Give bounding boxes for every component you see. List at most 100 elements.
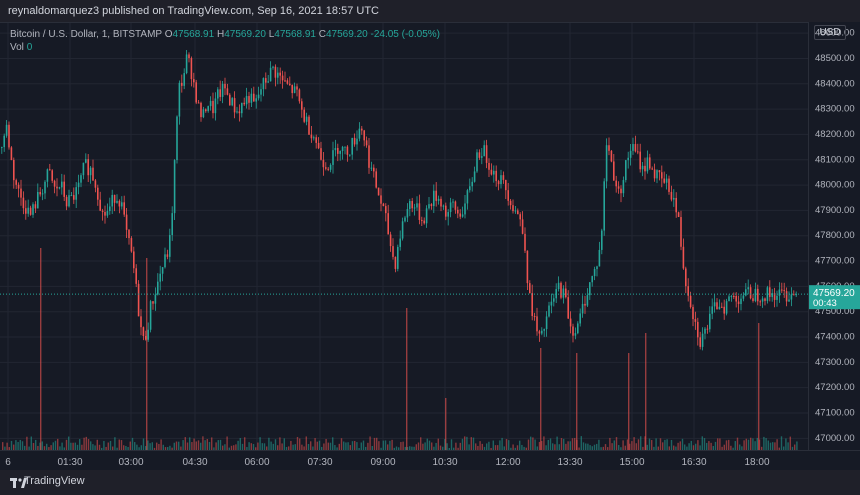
volume-bar bbox=[589, 445, 591, 451]
volume-bar bbox=[87, 439, 90, 451]
candle-body bbox=[176, 116, 178, 161]
volume-bar bbox=[290, 440, 292, 451]
volume-bar bbox=[442, 446, 444, 451]
time-scale[interactable]: 6 01:30 03:00 04:30 06:00 07:30 09:00 10:30 12:0… bbox=[0, 450, 860, 471]
tradingview-logo-icon[interactable] bbox=[10, 477, 28, 489]
candle-body bbox=[325, 167, 327, 169]
volume-bar bbox=[530, 436, 532, 451]
candle-body bbox=[661, 172, 663, 179]
candle-body bbox=[454, 201, 457, 210]
volume-bar bbox=[8, 447, 10, 451]
volume-bar bbox=[475, 443, 477, 451]
volume-bar bbox=[321, 446, 323, 451]
candle-body bbox=[185, 54, 188, 74]
volume-bar bbox=[151, 442, 153, 451]
volume-bar bbox=[382, 440, 384, 451]
price-chart-svg[interactable] bbox=[0, 23, 808, 451]
volume-bar bbox=[215, 442, 217, 451]
volume-bar bbox=[98, 444, 101, 451]
candle-body bbox=[260, 89, 262, 95]
candle-body bbox=[217, 89, 219, 99]
volume-label[interactable]: Vol bbox=[10, 42, 24, 53]
volume-bar bbox=[4, 446, 6, 451]
volume-bar bbox=[758, 323, 760, 451]
volume-bar bbox=[356, 442, 358, 451]
candle-body bbox=[147, 329, 149, 340]
volume-bar bbox=[250, 443, 252, 451]
price-scale-svg[interactable]: 47000.00 47100.00 47200.00 47300.00 47400.00… bbox=[809, 22, 860, 450]
time-tick-label: 09:00 bbox=[370, 457, 395, 468]
volume-bar bbox=[332, 437, 334, 451]
price-tick-label: 48000.00 bbox=[815, 180, 855, 191]
volume-bar bbox=[642, 446, 644, 451]
volume-bar bbox=[52, 442, 54, 451]
currency-button[interactable]: USD bbox=[814, 25, 846, 40]
volume-bar bbox=[769, 442, 772, 451]
candle-body bbox=[754, 288, 757, 301]
candle-body bbox=[277, 72, 279, 78]
volume-bar bbox=[21, 441, 24, 451]
candle-body bbox=[128, 229, 130, 239]
time-tick-label: 12:00 bbox=[495, 457, 520, 468]
volume-bar bbox=[620, 447, 622, 451]
candle-body bbox=[142, 327, 145, 337]
candle-body bbox=[442, 205, 445, 207]
candle-body bbox=[682, 246, 685, 269]
candle-body bbox=[135, 268, 137, 284]
candle-body bbox=[617, 186, 620, 189]
chart-pane[interactable] bbox=[0, 22, 808, 451]
candle-body bbox=[1, 147, 3, 149]
volume-bar bbox=[635, 443, 637, 451]
candle-body bbox=[37, 192, 39, 209]
volume-bar bbox=[193, 438, 195, 451]
candle-body bbox=[339, 150, 341, 154]
candle-body bbox=[745, 289, 747, 296]
candle-body bbox=[97, 187, 99, 200]
footer-brand[interactable]: TradingView bbox=[24, 475, 85, 487]
volume-bar bbox=[63, 447, 65, 451]
volume-bar bbox=[571, 438, 574, 451]
candle-body bbox=[615, 180, 617, 187]
candle-body bbox=[692, 307, 694, 320]
candle-body bbox=[622, 180, 625, 194]
volume-bar bbox=[167, 447, 169, 451]
candle-body bbox=[459, 213, 461, 217]
chart-legend: Bitcoin / U.S. Dollar, 1, BITSTAMP O4756… bbox=[10, 28, 440, 54]
symbol-label[interactable]: Bitcoin / U.S. Dollar, 1, BITSTAMP bbox=[10, 29, 162, 40]
volume-bar bbox=[112, 446, 114, 451]
candle-body bbox=[305, 116, 308, 122]
time-tick-label: 06:00 bbox=[244, 457, 269, 468]
volume-bar bbox=[468, 444, 470, 451]
candle-body bbox=[413, 207, 416, 209]
candle-body bbox=[536, 316, 538, 332]
volume-bar bbox=[406, 447, 409, 451]
candle-body bbox=[555, 289, 557, 299]
volume-bar bbox=[400, 442, 402, 451]
volume-bar bbox=[162, 444, 164, 451]
candle-body bbox=[209, 100, 212, 107]
price-tick-label: 48300.00 bbox=[815, 104, 855, 115]
price-scale[interactable]: 47000.00 47100.00 47200.00 47300.00 47400.00… bbox=[808, 22, 860, 450]
candle-body bbox=[490, 169, 493, 175]
candle-body bbox=[101, 210, 104, 212]
volume-bar bbox=[514, 447, 516, 451]
candle-body bbox=[130, 238, 133, 252]
volume-bar bbox=[706, 442, 708, 451]
volume-bar bbox=[164, 447, 167, 451]
candle-body bbox=[65, 196, 68, 207]
candle-body bbox=[461, 214, 464, 217]
volume-bar bbox=[655, 438, 657, 451]
candle-body bbox=[39, 192, 41, 195]
candle-body bbox=[253, 93, 255, 102]
volume-bar bbox=[556, 436, 558, 451]
volume-bar bbox=[563, 438, 565, 451]
candle-body bbox=[224, 83, 226, 89]
candle-body bbox=[531, 293, 533, 317]
volume-bar bbox=[552, 443, 554, 451]
time-scale-svg[interactable]: 6 01:30 03:00 04:30 06:00 07:30 09:00 10:30 12:0… bbox=[0, 451, 860, 471]
time-tick-label: 01:30 bbox=[57, 457, 82, 468]
volume-bar bbox=[657, 446, 659, 451]
volume-bar bbox=[549, 438, 552, 451]
candle-body bbox=[505, 179, 507, 191]
volume-bar bbox=[461, 438, 464, 451]
